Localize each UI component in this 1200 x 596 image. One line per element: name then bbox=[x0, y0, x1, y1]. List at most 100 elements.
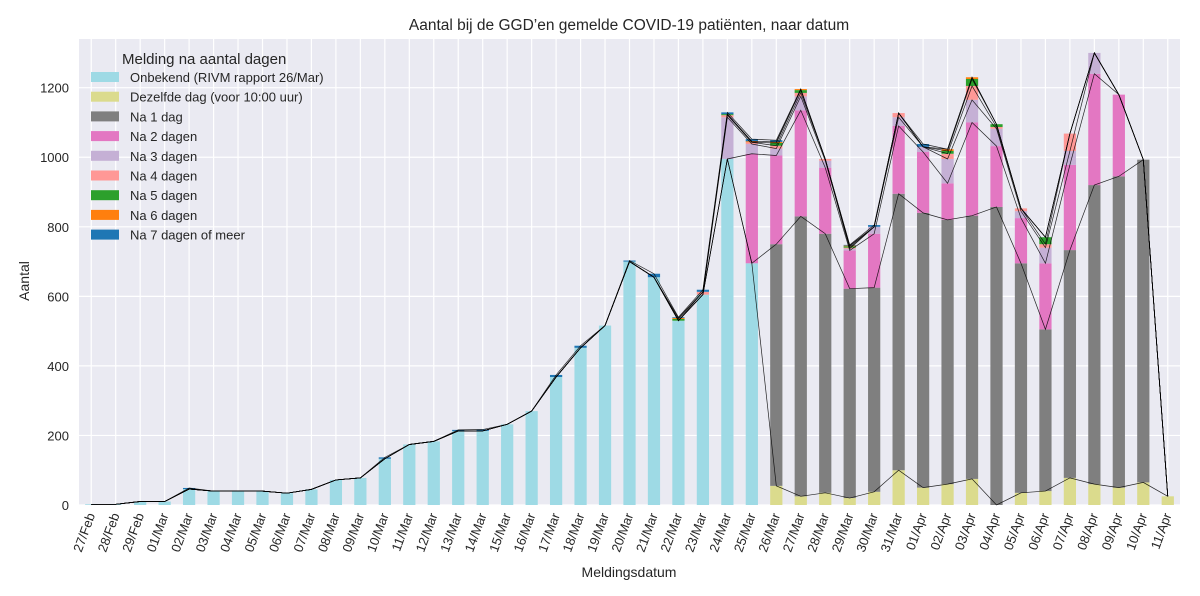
legend-swatch bbox=[91, 150, 119, 161]
x-tick-label: 10/Mar bbox=[364, 510, 392, 554]
x-tick-label: 30/Mar bbox=[853, 510, 881, 554]
bar-segment bbox=[868, 233, 881, 288]
bar-segment bbox=[819, 160, 832, 168]
x-tick-label: 09/Apr bbox=[1098, 510, 1125, 552]
x-tick-label: 01/Mar bbox=[144, 510, 172, 554]
bar-segment bbox=[892, 117, 905, 126]
bar-segment bbox=[1063, 477, 1077, 505]
bar-segment bbox=[770, 485, 783, 505]
bar-segment bbox=[770, 244, 783, 486]
x-tick-label: 09/Mar bbox=[339, 510, 367, 554]
bar-segment bbox=[501, 424, 514, 505]
bar-segment bbox=[745, 263, 758, 505]
bar-segment bbox=[843, 250, 856, 289]
y-axis-label: Aantal bbox=[16, 261, 32, 301]
x-axis-ticks: 27/Feb28/Feb29/Feb01/Mar02/Mar03/Mar04/M… bbox=[70, 510, 1175, 554]
bar-segment bbox=[941, 183, 954, 220]
bar-segment bbox=[1063, 164, 1077, 251]
bar-segment bbox=[549, 377, 563, 505]
bar-segment bbox=[574, 345, 587, 348]
bar-segment bbox=[525, 411, 538, 505]
bar-segment bbox=[941, 153, 954, 159]
y-tick-label: 600 bbox=[47, 289, 69, 304]
x-tick-label: 19/Mar bbox=[584, 510, 612, 554]
bar-segment bbox=[256, 491, 269, 505]
bar-segment bbox=[647, 277, 661, 505]
bar-segment bbox=[794, 90, 807, 93]
legend-label: Na 2 dagen bbox=[130, 129, 197, 144]
bar-segment bbox=[916, 144, 930, 147]
legend-swatch bbox=[91, 111, 119, 122]
bar-segment bbox=[916, 212, 930, 488]
bar-segment bbox=[990, 146, 1003, 207]
bar-segment bbox=[378, 457, 391, 459]
x-tick-label: 27/Feb bbox=[70, 511, 98, 554]
bar-segment bbox=[941, 158, 954, 184]
bar-segment bbox=[1088, 484, 1101, 505]
x-tick-label: 20/Mar bbox=[608, 510, 636, 554]
y-tick-label: 400 bbox=[47, 359, 69, 374]
legend-label: Na 4 dagen bbox=[130, 169, 197, 184]
x-tick-label: 15/Mar bbox=[486, 510, 514, 554]
x-tick-label: 04/Mar bbox=[217, 510, 245, 554]
x-tick-label: 28/Mar bbox=[804, 510, 832, 554]
bar-segment bbox=[1014, 492, 1028, 505]
bar-segment bbox=[1014, 218, 1028, 264]
x-tick-label: 18/Mar bbox=[559, 510, 587, 554]
bar-segment bbox=[892, 470, 905, 505]
x-tick-label: 03/Apr bbox=[952, 510, 979, 552]
x-tick-label: 05/Apr bbox=[1001, 510, 1028, 552]
x-tick-label: 23/Mar bbox=[682, 510, 710, 554]
bar-segment bbox=[1161, 496, 1174, 505]
legend-label: Dezelfde dag (voor 10:00 uur) bbox=[130, 90, 303, 105]
x-tick-label: 07/Apr bbox=[1050, 510, 1077, 552]
x-tick-label: 05/Mar bbox=[241, 510, 269, 554]
x-tick-label: 01/Apr bbox=[903, 510, 930, 552]
x-tick-label: 02/Mar bbox=[168, 510, 196, 554]
bar-segment bbox=[403, 444, 416, 505]
bar-segment bbox=[427, 441, 440, 505]
bar-segment bbox=[868, 226, 881, 234]
bar-segment bbox=[1112, 487, 1125, 505]
x-tick-label: 12/Mar bbox=[413, 510, 441, 554]
bar-segment bbox=[378, 458, 391, 505]
legend-swatch bbox=[91, 91, 119, 102]
legend-swatch bbox=[91, 209, 119, 220]
legend-label: Na 3 dagen bbox=[130, 149, 197, 164]
bar-segment bbox=[990, 128, 1003, 147]
x-tick-label: 31/Mar bbox=[878, 510, 906, 554]
legend-swatch bbox=[91, 229, 119, 240]
bar-segment bbox=[770, 145, 783, 149]
bar-segment bbox=[770, 142, 783, 146]
y-tick-label: 1200 bbox=[40, 81, 69, 96]
bars bbox=[85, 52, 1174, 506]
chart-title: Aantal bij de GGD’en gemelde COVID-19 pa… bbox=[409, 17, 849, 34]
bar-segment bbox=[794, 110, 807, 217]
x-tick-label: 17/Mar bbox=[535, 510, 563, 554]
cumulative-lines bbox=[91, 51, 1169, 506]
bar-segment bbox=[1014, 263, 1028, 493]
x-tick-label: 06/Mar bbox=[266, 510, 294, 554]
bar-segment bbox=[452, 430, 465, 505]
bar-segment bbox=[158, 501, 171, 505]
legend-title: Melding na aantal dagen bbox=[122, 51, 286, 68]
bar-segment bbox=[868, 287, 881, 492]
y-tick-label: 1000 bbox=[40, 150, 69, 165]
bar-segment bbox=[1014, 211, 1028, 219]
bar-segment bbox=[843, 288, 856, 499]
bar-segment bbox=[868, 491, 881, 505]
x-tick-label: 08/Apr bbox=[1074, 510, 1101, 552]
bar-segment bbox=[1014, 208, 1028, 212]
x-axis-label: Meldingsdatum bbox=[582, 564, 677, 580]
y-tick-label: 200 bbox=[47, 428, 69, 443]
bar-segment bbox=[965, 85, 979, 100]
legend-swatch bbox=[91, 72, 119, 82]
bar-segment bbox=[134, 501, 147, 505]
bar-segment bbox=[1088, 185, 1101, 485]
x-tick-label: 24/Mar bbox=[706, 510, 734, 554]
bar-segment bbox=[794, 216, 807, 497]
bar-segment bbox=[476, 430, 489, 505]
bar-segment bbox=[965, 478, 979, 505]
x-tick-label: 27/Mar bbox=[780, 510, 808, 554]
